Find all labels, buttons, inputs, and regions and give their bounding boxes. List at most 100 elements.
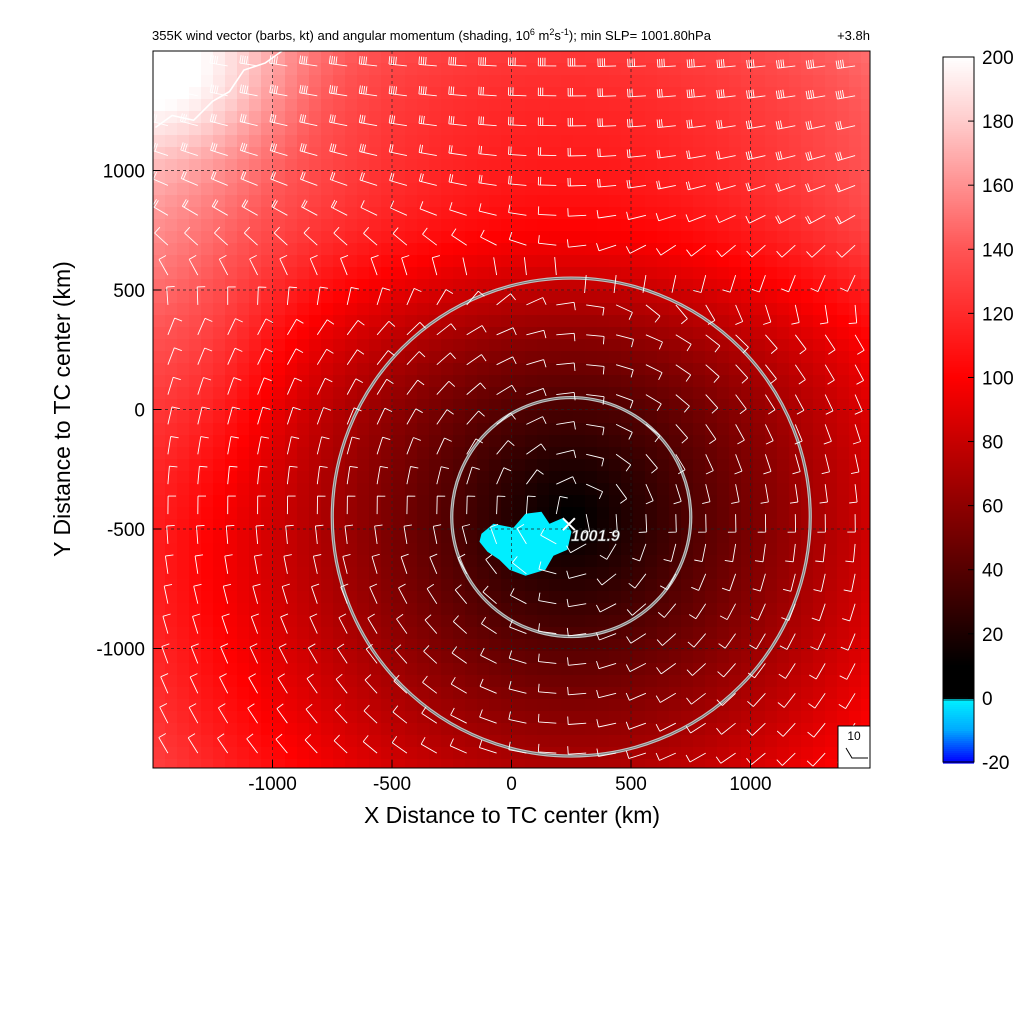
wind-barb: [403, 524, 412, 544]
wind-barb: [299, 55, 318, 67]
colorbar-tick-label: -20: [982, 753, 1009, 774]
wind-barb: [257, 377, 272, 395]
wind-barb: [596, 689, 617, 699]
wind-barb: [686, 58, 706, 68]
wind-barb: [586, 334, 605, 345]
wind-barb: [209, 84, 228, 97]
wind-barb: [257, 495, 266, 515]
wind-barb: [854, 394, 863, 415]
wind-barb: [586, 423, 605, 436]
wind-barb: [249, 643, 259, 664]
wind-barb: [655, 213, 676, 222]
wind-barb: [734, 454, 743, 475]
wind-barb: [418, 85, 437, 97]
wind-barb: [485, 554, 497, 575]
wind-barb: [493, 257, 498, 276]
wind-barb: [540, 527, 557, 545]
wind-barb: [451, 646, 467, 664]
wind-barb: [270, 171, 288, 186]
wind-barb: [406, 466, 419, 485]
wind-barb: [406, 408, 423, 425]
wind-barb: [805, 214, 826, 225]
wind-barb: [193, 583, 202, 604]
wind-barb: [626, 179, 646, 189]
wind-barb: [626, 633, 647, 644]
wind-barb: [824, 364, 835, 385]
wind-barb: [655, 692, 677, 703]
wind-barb: [316, 465, 328, 485]
wind-barb: [839, 663, 856, 680]
wind-barb: [794, 364, 806, 385]
wind-barb: [401, 255, 410, 276]
wind-barb: [702, 484, 711, 505]
wind-barb: [508, 650, 527, 664]
wind-barb: [586, 364, 605, 375]
radius-rings: [330, 276, 812, 758]
colorbar-frame: [942, 56, 975, 763]
wind-barb: [287, 348, 304, 365]
wind-barb: [508, 231, 527, 246]
wind-barb: [328, 85, 348, 97]
wind-barb: [286, 465, 298, 485]
wind-barb: [466, 495, 476, 515]
wind-barb: [496, 384, 517, 395]
colorbar-tick-label: 160: [982, 176, 1014, 197]
wind-barb: [340, 254, 349, 276]
wind-barb: [735, 364, 749, 384]
wind-barb: [508, 711, 527, 724]
wind-barb: [556, 476, 577, 485]
wind-barb: [227, 377, 242, 395]
x-tick-label: 0: [506, 774, 517, 795]
colorbar-tick-label: 200: [982, 48, 1014, 69]
wind-barb: [656, 149, 676, 159]
wind-barb: [257, 348, 273, 365]
wind-barb: [181, 199, 199, 216]
reference-barb-box: 10: [837, 725, 870, 768]
wind-barb: [478, 145, 497, 157]
wind-barb: [429, 553, 438, 574]
wind-barb: [305, 703, 318, 724]
wind-barb: [745, 120, 766, 130]
wind-barb: [765, 394, 776, 415]
wind-barb: [746, 722, 766, 736]
wind-barb: [167, 436, 179, 455]
wind-barb: [209, 113, 228, 127]
wind-barb: [556, 449, 577, 459]
reference-barb-label: 10: [847, 729, 861, 743]
wind-barb: [854, 364, 864, 385]
wind-barb: [167, 376, 181, 395]
wind-barb: [834, 183, 856, 193]
wind-barb: [479, 709, 497, 724]
wind-barb: [852, 424, 862, 445]
wind-barb: [342, 553, 351, 574]
wind-barb: [746, 89, 766, 99]
wind-barb: [656, 58, 676, 68]
wind-barb: [450, 707, 467, 724]
wind-barb: [746, 244, 766, 258]
wind-barb: [190, 643, 199, 664]
wind-barb: [716, 89, 736, 99]
wind-barb: [716, 119, 736, 129]
wind-barb: [675, 394, 690, 413]
wind-barb: [537, 87, 557, 97]
wind-barb: [334, 704, 348, 724]
wind-barb: [842, 603, 856, 622]
wind-barb: [675, 454, 686, 475]
wind-barb: [507, 87, 527, 97]
wind-barb: [301, 199, 318, 216]
wind-barb: [406, 495, 416, 515]
wind-barb: [286, 495, 296, 515]
wind-barb: [509, 619, 527, 635]
wind-barb: [625, 662, 647, 673]
wind-barb: [750, 603, 766, 621]
wind-barb: [303, 226, 318, 246]
wind-barb: [655, 722, 677, 732]
wind-barb: [180, 142, 198, 157]
wind-barb: [805, 183, 826, 193]
wind-barb: [596, 660, 617, 670]
wind-barb: [731, 484, 740, 504]
wind-barb: [452, 615, 468, 634]
wind-barb: [360, 200, 378, 216]
wind-barb: [358, 114, 378, 127]
wind-barb: [508, 680, 527, 694]
